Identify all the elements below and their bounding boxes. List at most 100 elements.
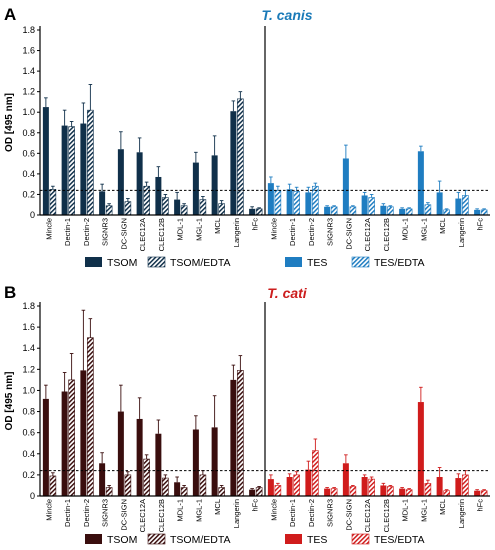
panel-b-bar	[199, 474, 207, 497]
panel-b-category-label: MGL-1	[194, 499, 203, 522]
panel-a-bar	[267, 183, 274, 215]
panel-b-bar	[480, 490, 488, 497]
panel-a-category-label: SIGNR3	[326, 218, 335, 246]
panel-b-bar	[42, 398, 49, 496]
panel-b-y-tick-label: 1.2	[22, 364, 35, 374]
panel-a-bar	[274, 190, 282, 216]
panel-b-category-label: CLEC12B	[157, 499, 166, 532]
panel-a-y-axis-label: OD [495 nm]	[4, 93, 15, 152]
panel-b-bar	[237, 370, 244, 497]
panel-b-bar	[80, 370, 87, 496]
panel-b-legend-label: TSOM/EDTA	[170, 534, 230, 546]
panel-b-y-tick-label: 1.4	[22, 343, 35, 353]
panel-b-category-label: CLEC12A	[138, 499, 147, 532]
panel-a-bar	[42, 107, 49, 215]
panel-b-bar	[143, 458, 150, 497]
panel-b-y-tick-label: 1.6	[22, 322, 35, 332]
panel-b-category-label: Dectin-1	[63, 499, 72, 527]
panel-b-y-tick-label: 0	[30, 491, 35, 501]
panel-b-bar	[211, 427, 218, 496]
panel-a-y-tick-label: 0	[30, 210, 35, 220]
panel-a-bar	[286, 189, 293, 215]
panel-a-bar	[80, 123, 87, 215]
panel-a-category-label: DC-SIGN	[344, 218, 353, 250]
panel-a-bar	[199, 199, 207, 216]
panel-b-legend-label: TSOM	[107, 534, 137, 546]
panel-a-legend-label: TSOM/EDTA	[170, 257, 230, 269]
panel-a-bar	[105, 205, 113, 216]
panel-a-y-tick-label: 1.6	[22, 46, 35, 56]
panel-b-y-tick-label: 0.2	[22, 470, 35, 480]
panel-a-bar	[249, 208, 256, 215]
panel-b-bar	[162, 477, 169, 497]
panel-a-y-tick-label: 1.0	[22, 107, 35, 117]
panel-b-category-label: MGL-1	[419, 499, 428, 522]
panel-b-y-tick-label: 0.6	[22, 428, 35, 438]
panel-b-bar	[124, 474, 132, 497]
panel-a-bar	[162, 197, 169, 216]
panel-a-y-tick-label: 0.6	[22, 148, 35, 158]
panel-b-bar	[218, 487, 225, 497]
panel-b-bar	[192, 429, 199, 496]
panel-a-legend-swatch	[285, 257, 302, 267]
panel-b-category-label: DC-SIGN	[119, 499, 128, 531]
panel-a-y-tick-label: 0.4	[22, 169, 35, 179]
panel-b-bar	[312, 450, 319, 497]
panel-a-bar	[455, 198, 462, 215]
panel-a-legend-label: TES/EDTA	[374, 257, 425, 269]
panel-a-bar	[368, 197, 375, 216]
panel-a-bar	[305, 192, 312, 215]
panel-a-category-label: CLEC12A	[363, 218, 372, 251]
panel-a-y-tick-label: 1.2	[22, 87, 35, 97]
panel-a-category-label: SIGNR3	[101, 218, 110, 246]
panel-b-bar	[417, 402, 424, 496]
panel-b-bar	[443, 490, 450, 497]
panel-b-legend-swatch	[351, 533, 370, 545]
panel-b-legend-label: TES/EDTA	[374, 534, 425, 546]
panel-a-bar	[61, 125, 68, 215]
panel-a-bar	[405, 208, 413, 216]
panel-a-category-label: hFc	[251, 218, 260, 231]
panel-b-bar	[180, 487, 188, 497]
panel-b-bar	[49, 475, 57, 497]
panel-b-bar	[136, 418, 143, 496]
panel-b-category-label: Dectin-2	[307, 499, 316, 527]
panel-a-bar	[387, 206, 394, 216]
panel-b-bar	[61, 391, 68, 496]
panel-a-bar	[480, 209, 488, 216]
panel-a-legend-swatch	[351, 256, 370, 268]
panel-a-title: T. canis	[261, 7, 312, 23]
panel-a-bar	[342, 158, 349, 215]
panel-b-category-label: Langerin	[457, 499, 466, 528]
panel-b-category-label: hFc	[251, 499, 260, 512]
panel-a-letter: A	[4, 5, 16, 24]
panel-a-bar	[117, 149, 124, 215]
panel-a-bar	[324, 206, 331, 215]
panel-b-bar	[399, 488, 406, 496]
panel-a-y-tick-label: 1.4	[22, 66, 35, 76]
panel-b-bar	[361, 477, 368, 496]
panel-a-y-tick-label: 1.8	[22, 25, 35, 35]
panel-b-bar	[387, 486, 394, 497]
panel-b-bar	[249, 489, 256, 496]
panel-b-bar	[455, 478, 462, 496]
panel-b-bar	[324, 488, 331, 496]
panel-a-category-label: CLEC12B	[157, 218, 166, 251]
panel-a-bar	[399, 208, 406, 215]
panel-a-bar	[474, 209, 481, 215]
panel-a-category-label: Dectin-2	[82, 218, 91, 246]
panel-b-bar	[255, 487, 263, 497]
panel-a-category-label: Mincle	[44, 218, 53, 240]
panel-a-category-label: Dectin-2	[307, 218, 316, 246]
panel-a-bar	[436, 192, 443, 215]
panel-a-bar	[124, 201, 132, 216]
panel-b-legend-swatch	[85, 534, 102, 544]
panel-a-bar	[155, 176, 162, 215]
panel-b-category-label: MDL-1	[176, 499, 185, 522]
panel-a-y-tick-label: 0.8	[22, 128, 35, 138]
panel-b-bar	[424, 483, 432, 497]
panel-a-bar	[361, 195, 368, 215]
panel-b-category-label: MCL	[438, 499, 447, 515]
panel-a-legend-swatch	[85, 257, 102, 267]
